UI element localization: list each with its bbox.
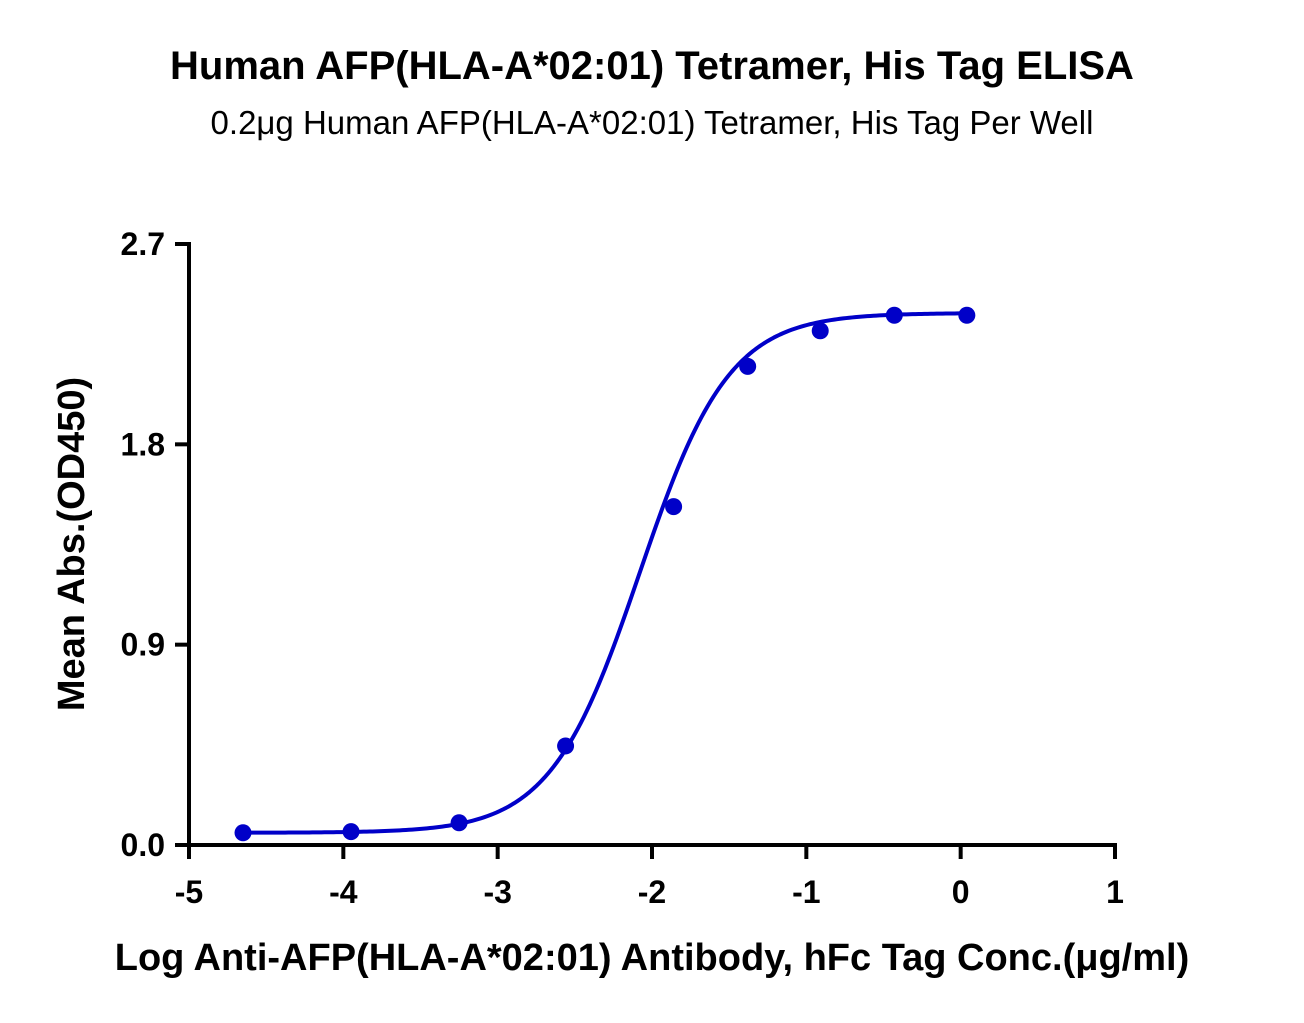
axes	[175, 242, 1117, 859]
chart-title: Human AFP(HLA-A*02:01) Tetramer, His Tag…	[170, 44, 1134, 88]
data-point	[450, 814, 468, 832]
data-point	[234, 824, 252, 842]
x-tick-label: -4	[329, 874, 358, 910]
fit-curve	[243, 311, 967, 835]
data-point	[342, 823, 360, 841]
y-tick-label: 2.7	[121, 226, 165, 262]
x-tick-label: 1	[1106, 874, 1124, 910]
data-points-layer	[234, 306, 976, 842]
x-tick-label: 0	[952, 874, 970, 910]
fit-curve-layer	[243, 311, 967, 835]
y-tick-label: 0.0	[121, 827, 165, 863]
x-tick-label: -1	[792, 874, 820, 910]
y-tick-label: 0.9	[121, 627, 165, 663]
data-point	[557, 737, 575, 755]
data-point	[885, 306, 903, 324]
data-point	[739, 357, 757, 375]
chart-subtitle: 0.2μg Human AFP(HLA-A*02:01) Tetramer, H…	[210, 104, 1094, 141]
tick-labels-layer: -5 -4 -3 -2 -1 0 1 0.0 0.9 1.8 2.7	[121, 226, 1124, 910]
x-axis-title: Log Anti-AFP(HLA-A*02:01) Antibody, hFc …	[115, 937, 1190, 979]
data-point	[665, 498, 683, 516]
y-tick-label: 1.8	[121, 426, 165, 462]
x-tick-label: -3	[483, 874, 511, 910]
y-axis-title: Mean Abs.(OD450)	[51, 377, 93, 711]
x-tick-label: -5	[175, 874, 203, 910]
data-point	[811, 322, 829, 340]
data-point	[958, 306, 976, 324]
x-tick-label: -2	[638, 874, 666, 910]
